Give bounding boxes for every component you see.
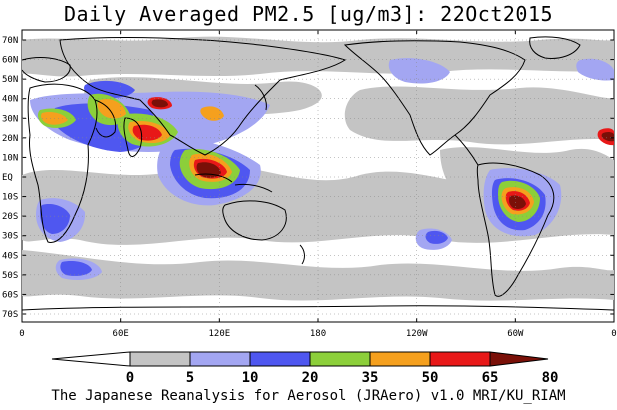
lat-tick-label: 20N [2, 134, 18, 144]
lat-tick-label: 60N [2, 56, 18, 66]
footer-caption: The Japanese Reanalysis for Aerosol (JRA… [51, 388, 566, 404]
lat-tick-label: 40N [2, 95, 18, 105]
lat-tick-label: 10N [2, 153, 18, 163]
colorbar-segment [189, 351, 251, 367]
lat-tick-label: 10S [2, 193, 18, 203]
colorbar-label: 5 [186, 370, 194, 386]
colorbar-segment [51, 351, 131, 367]
colorbar-segment [249, 351, 311, 367]
colorbar: 0 5 10 20 35 50 65 80 [51, 351, 559, 386]
lat-tick-label: 40S [2, 251, 18, 261]
lon-tick-label: 120W [406, 329, 428, 339]
colorbar-label: 20 [302, 370, 319, 386]
lon-tick-label: 0 [19, 329, 24, 339]
lat-tick-label: 50N [2, 75, 18, 85]
lat-tick-label: 50S [2, 271, 18, 281]
colorbar-segment [429, 351, 491, 367]
colorbar-label: 0 [126, 370, 134, 386]
lat-tick-label: 60S [2, 290, 18, 300]
map-title: Daily Averaged PM2.5 [ug/m3]: 22Oct2015 [63, 2, 554, 26]
colorbar-label: 50 [422, 370, 439, 386]
lat-tick-label: 70S [2, 310, 18, 320]
lon-tick-label: 60W [507, 329, 524, 339]
lat-tick-label: 30N [2, 114, 18, 124]
colorbar-segment [369, 351, 431, 367]
lat-tick-label: EQ [2, 173, 13, 183]
lat-tick-label: 30S [2, 232, 18, 242]
coastlines [22, 36, 614, 311]
colorbar-label: 80 [542, 370, 559, 386]
lon-tick-label: 120E [208, 329, 230, 339]
longitude-axis: 0 60E 120E 180 120W 60W 0 [19, 30, 617, 339]
colorbar-segment [489, 351, 549, 367]
colorbar-label: 10 [242, 370, 259, 386]
lon-tick-label: 60E [113, 329, 129, 339]
lon-tick-label: 0 [611, 329, 616, 339]
pm25-map: 70N 60N 50N 40N 30N 20N 10N EQ 10S 20S 30S 40S 50S 60… [2, 29, 617, 386]
lat-tick-label: 70N [2, 36, 18, 46]
colorbar-label: 65 [482, 370, 499, 386]
lon-tick-label: 180 [310, 329, 326, 339]
lat-tick-label: 20S [2, 212, 18, 222]
colorbar-segment [129, 351, 191, 367]
colorbar-segment [309, 351, 371, 367]
colorbar-label: 35 [362, 370, 379, 386]
pm25-concentration-layer [22, 36, 614, 311]
